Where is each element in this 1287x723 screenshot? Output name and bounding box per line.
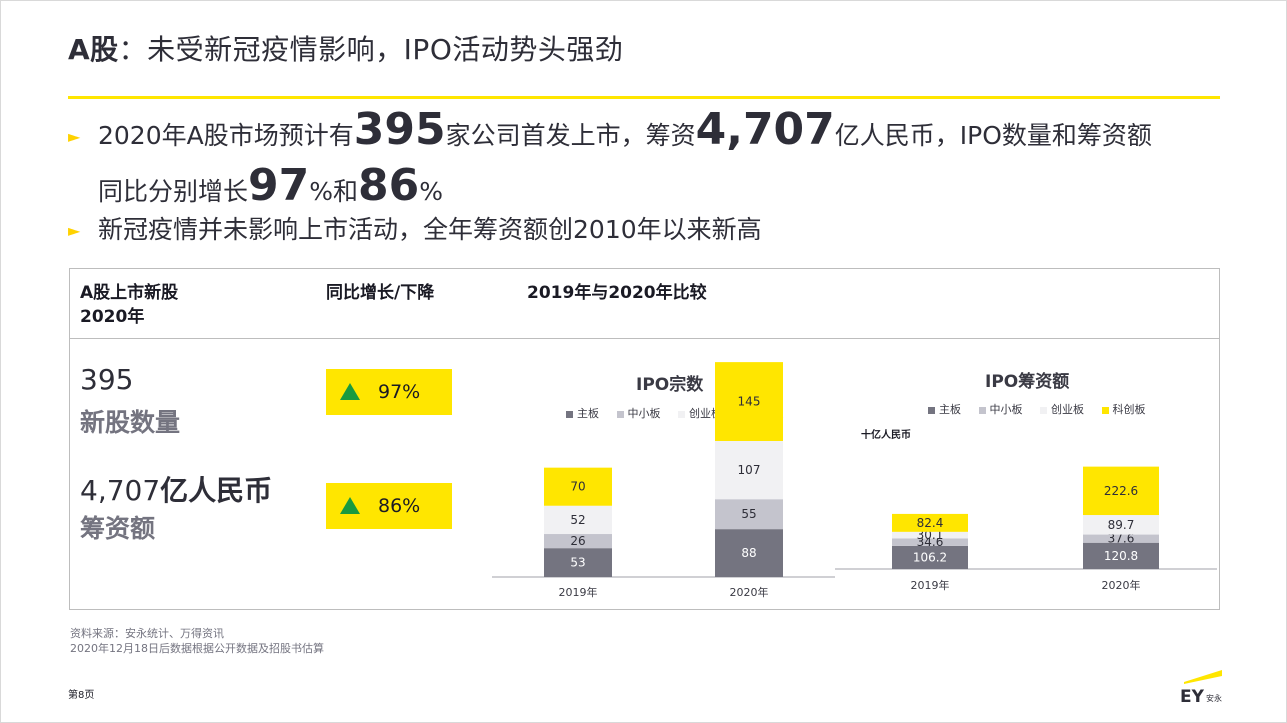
bar-segment-chinext xyxy=(715,441,783,500)
bullet-1-line-2: 同比分别增长97%和86% xyxy=(98,160,444,211)
bar-value-label: 222.6 xyxy=(1104,484,1138,498)
bullet-2: ► 新冠疫情并未影响上市活动，全年筹资额创2010年以来新高 xyxy=(68,204,762,257)
bar-segment-main xyxy=(544,548,612,577)
bar-value-label: 55 xyxy=(741,507,756,521)
svg-text:EY: EY xyxy=(1180,687,1205,706)
col1-header: A股上市新股 2020年 xyxy=(80,283,179,327)
up-triangle-icon xyxy=(340,497,360,514)
svg-text:安永: 安永 xyxy=(1206,693,1222,703)
bar-value-label: 52 xyxy=(570,513,585,527)
bar-value-label: 34.6 xyxy=(917,535,944,549)
x-category-label: 2019年 xyxy=(911,578,950,592)
chart-title-ipo-proceeds: IPO筹资额 xyxy=(985,372,1070,392)
up-triangle-icon xyxy=(340,383,360,400)
bar-segment-sme xyxy=(715,499,783,530)
title-underline xyxy=(68,96,1220,99)
growth-badge-count: 97% xyxy=(326,369,452,415)
legend-item-chinext: 创业板 xyxy=(1040,403,1084,416)
col2-header: 同比增长/下降 xyxy=(326,283,435,303)
bar-value-label: 53 xyxy=(570,556,585,570)
bar-value-label: 89.7 xyxy=(1108,518,1135,532)
kpi-ipo-count-value: 395 xyxy=(80,363,134,396)
bar-segment-main xyxy=(892,545,968,569)
bar-segment-star xyxy=(715,362,783,441)
bar-segment-chinext xyxy=(544,505,612,535)
kpi-proceeds-value: 4,707亿人民币 xyxy=(80,474,273,507)
x-category-label: 2019年 xyxy=(559,585,598,599)
bar-segment-main xyxy=(1083,542,1159,569)
legend-item-sme: 中小板 xyxy=(978,403,1023,416)
x-category-label: 2020年 xyxy=(730,585,769,599)
page-number: 第8页 xyxy=(68,690,95,701)
bar-segment-chinext xyxy=(892,531,968,539)
bar-segment-sme xyxy=(1083,534,1159,543)
bar-value-label: 26 xyxy=(570,534,585,548)
col3-header: 2019年与2020年比较 xyxy=(527,283,707,303)
bar-value-label: 88 xyxy=(741,546,756,560)
legend-ipo-proceeds: 主板 中小板 创业板 科创板 xyxy=(928,401,1160,417)
legend-item-chinext: 创业板 xyxy=(678,407,722,420)
chart-title-ipo-count: IPO宗数 xyxy=(636,375,704,395)
bullet-1: ► 2020年A股市场预计有395家公司首发上市，筹资4,707亿人民币，IPO数… xyxy=(68,104,1152,163)
bar-segment-star xyxy=(544,467,612,506)
kpi-proceeds-label: 筹资额 xyxy=(80,514,156,543)
legend-item-star: 科创板 xyxy=(1101,403,1146,416)
legend-item-main: 主板 xyxy=(928,403,961,416)
bar-value-label: 107 xyxy=(738,463,761,477)
bar-segment-chinext xyxy=(1083,515,1159,535)
bullet-arrow-icon: ► xyxy=(68,127,81,146)
bar-value-label: 82.4 xyxy=(917,516,944,530)
slide-title: A股：未受新冠疫情影响，IPO活动势头强劲 xyxy=(68,33,624,66)
bar-segment-sme xyxy=(892,538,968,546)
ey-logo: EY 安永 xyxy=(1180,670,1222,706)
bar-value-label: 120.8 xyxy=(1104,549,1138,563)
legend-item-sme: 中小板 xyxy=(616,407,661,420)
bar-segment-star xyxy=(892,513,968,532)
kpi-ipo-count-label: 新股数量 xyxy=(80,408,181,437)
growth-badge-proceeds: 86% xyxy=(326,483,452,529)
panel-header: A股上市新股 2020年 同比增长/下降 2019年与2020年比较 xyxy=(70,269,1219,339)
bar-value-label: 106.2 xyxy=(913,550,947,564)
source-note: 资料来源：安永统计、万得资讯 2020年12月18日后数据根据公开数据及招股书估… xyxy=(70,627,324,655)
bar-segment-sme xyxy=(544,534,612,549)
stats-panel: A股上市新股 2020年 同比增长/下降 2019年与2020年比较 395 新… xyxy=(69,268,1220,610)
legend-item-main: 主板 xyxy=(566,407,599,420)
x-category-label: 2020年 xyxy=(1102,578,1141,592)
bar-value-label: 145 xyxy=(738,395,761,409)
chart-unit-label: 十亿人民币 xyxy=(861,430,911,441)
bar-segment-star xyxy=(1083,466,1159,516)
bullet-arrow-icon: ► xyxy=(68,221,81,240)
bar-value-label: 70 xyxy=(570,480,585,494)
bar-value-label: 37.6 xyxy=(1108,532,1135,546)
bar-segment-main xyxy=(715,529,783,577)
